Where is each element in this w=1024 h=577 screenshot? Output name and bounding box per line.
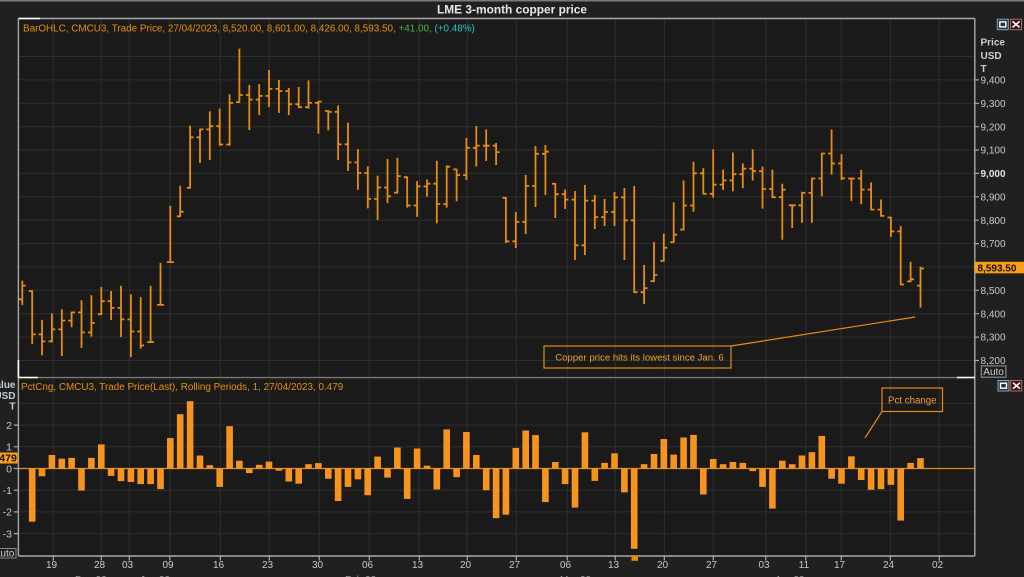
svg-text:USD: USD: [981, 51, 1002, 62]
svg-text:9,000: 9,000: [981, 169, 1006, 180]
svg-text:Jan 23: Jan 23: [140, 575, 170, 577]
svg-text:9,300: 9,300: [981, 99, 1006, 110]
svg-text:20: 20: [460, 560, 472, 571]
svg-text:8,900: 8,900: [981, 192, 1006, 203]
svg-text:13: 13: [608, 560, 620, 571]
svg-text:9,200: 9,200: [981, 122, 1006, 133]
svg-text:PctCng, CMCU3, Trade Price(Las: PctCng, CMCU3, Trade Price(Last), Rollin…: [21, 382, 344, 393]
svg-text:Value: Value: [0, 380, 16, 391]
svg-text:T: T: [981, 64, 987, 75]
svg-text:Dec 22: Dec 22: [75, 575, 107, 577]
svg-text:11: 11: [799, 560, 810, 571]
svg-text:T: T: [9, 402, 15, 413]
svg-text:28: 28: [94, 560, 106, 571]
svg-text:23: 23: [262, 560, 274, 571]
svg-text:-1: -1: [3, 485, 12, 497]
svg-text:06: 06: [560, 560, 572, 571]
svg-text:8,400: 8,400: [981, 309, 1006, 320]
svg-text:Auto: Auto: [0, 549, 15, 560]
svg-text:Pct change: Pct change: [888, 395, 936, 406]
svg-text:USD: USD: [0, 391, 16, 402]
svg-text:02: 02: [932, 560, 944, 571]
svg-text:9,100: 9,100: [981, 146, 1006, 157]
svg-text:13: 13: [412, 560, 424, 571]
svg-text:09: 09: [162, 560, 174, 571]
svg-text:0: 0: [6, 463, 12, 475]
svg-text:8,500: 8,500: [981, 286, 1006, 297]
svg-text:8,300: 8,300: [981, 333, 1006, 344]
svg-text:Mar 23: Mar 23: [560, 575, 592, 577]
svg-text:20: 20: [657, 560, 669, 571]
svg-text:8,200: 8,200: [981, 356, 1006, 367]
svg-text:16: 16: [213, 560, 225, 571]
svg-text:27: 27: [706, 560, 718, 571]
svg-text:1: 1: [6, 442, 12, 454]
svg-text:LME 3-month copper price: LME 3-month copper price: [437, 3, 587, 17]
svg-text:Copper price hits its lowest s: Copper price hits its lowest since Jan. …: [555, 353, 724, 364]
svg-text:Feb 23: Feb 23: [345, 575, 377, 577]
svg-text:9,400: 9,400: [981, 76, 1006, 87]
svg-text:0.479: 0.479: [0, 453, 17, 465]
svg-text:8,800: 8,800: [981, 216, 1006, 227]
svg-text:2: 2: [6, 420, 12, 432]
svg-text:17: 17: [834, 560, 846, 571]
svg-text:8,593.50: 8,593.50: [978, 263, 1017, 274]
svg-text:19: 19: [46, 560, 58, 571]
svg-text:27: 27: [509, 560, 521, 571]
svg-text:03: 03: [122, 560, 134, 571]
svg-text:30: 30: [312, 560, 324, 571]
svg-text:-3: -3: [3, 528, 12, 540]
svg-text:06: 06: [362, 560, 374, 571]
svg-text:Auto: Auto: [983, 367, 1004, 378]
svg-text:03: 03: [758, 560, 770, 571]
svg-text:Price: Price: [981, 38, 1006, 49]
svg-text:24: 24: [883, 560, 895, 571]
svg-text:BarOHLC, CMCU3, Trade Price,: BarOHLC, CMCU3, Trade Price, 27/04/2023,…: [23, 23, 475, 34]
svg-text:8,700: 8,700: [981, 239, 1006, 250]
svg-text:Apr 23: Apr 23: [775, 575, 805, 577]
svg-text:-2: -2: [3, 507, 12, 519]
